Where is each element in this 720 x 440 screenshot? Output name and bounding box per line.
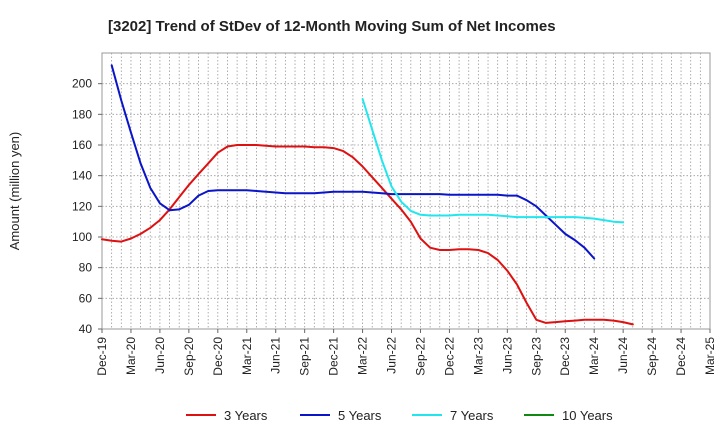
y-tick-label: 40 <box>79 322 93 336</box>
y-axis-title: Amount (million yen) <box>7 132 22 251</box>
legend: 3 Years 5 Years 7 Years 10 Years <box>186 408 613 423</box>
y-tick-label: 80 <box>79 261 93 275</box>
legend-label-3-years: 3 Years <box>224 408 268 423</box>
chart-title: [3202] Trend of StDev of 12-Month Moving… <box>108 18 556 35</box>
x-tick-label: Sep-22 <box>413 337 427 376</box>
x-tick-label: Mar-22 <box>356 337 370 375</box>
x-tick-label: Mar-20 <box>124 337 138 375</box>
x-tick-label: Dec-20 <box>211 337 225 376</box>
legend-label-10-years: 10 Years <box>562 408 613 423</box>
y-tick-label: 60 <box>79 291 93 305</box>
x-tick-label: Sep-21 <box>298 337 312 376</box>
x-tick-label: Dec-21 <box>327 337 341 376</box>
x-tick-label: Mar-24 <box>587 337 601 375</box>
y-tick-label: 100 <box>72 230 92 244</box>
y-axis-ticks: 40 60 80 100 120 140 160 180 200 <box>72 77 102 336</box>
x-tick-label: Mar-21 <box>240 337 254 375</box>
x-tick-label: Sep-23 <box>529 337 543 376</box>
y-tick-label: 180 <box>72 107 92 121</box>
x-tick-label: Jun-22 <box>385 337 399 374</box>
x-tick-label: Mar-23 <box>471 337 485 375</box>
series-line-3-years <box>101 144 634 326</box>
x-axis-ticks: Dec-19 Mar-20 Jun-20 Sep-20 Dec-20 Mar-21 Jun-… <box>95 329 717 376</box>
legend-label-7-years: 7 Years <box>450 408 494 423</box>
series-lines <box>101 64 634 326</box>
x-tick-label: Sep-24 <box>645 337 659 376</box>
y-tick-label: 160 <box>72 138 92 152</box>
series-line-7-years <box>361 98 625 224</box>
y-tick-label: 200 <box>72 77 92 91</box>
x-tick-label: Jun-24 <box>616 337 630 374</box>
x-tick-label: Sep-20 <box>182 337 196 376</box>
x-tick-label: Jun-21 <box>269 337 283 374</box>
y-tick-label: 120 <box>72 199 92 213</box>
x-tick-label: Jun-23 <box>500 337 514 374</box>
x-tick-label: Mar-25 <box>703 337 717 375</box>
x-tick-label: Dec-24 <box>674 337 688 376</box>
plot-area <box>101 52 711 330</box>
x-tick-label: Dec-19 <box>95 337 109 376</box>
y-tick-label: 140 <box>72 169 92 183</box>
series-line-5-years <box>110 64 596 260</box>
x-tick-label: Jun-20 <box>153 337 167 374</box>
x-tick-label: Dec-23 <box>558 337 572 376</box>
legend-label-5-years: 5 Years <box>338 408 382 423</box>
x-tick-label: Dec-22 <box>442 337 456 376</box>
